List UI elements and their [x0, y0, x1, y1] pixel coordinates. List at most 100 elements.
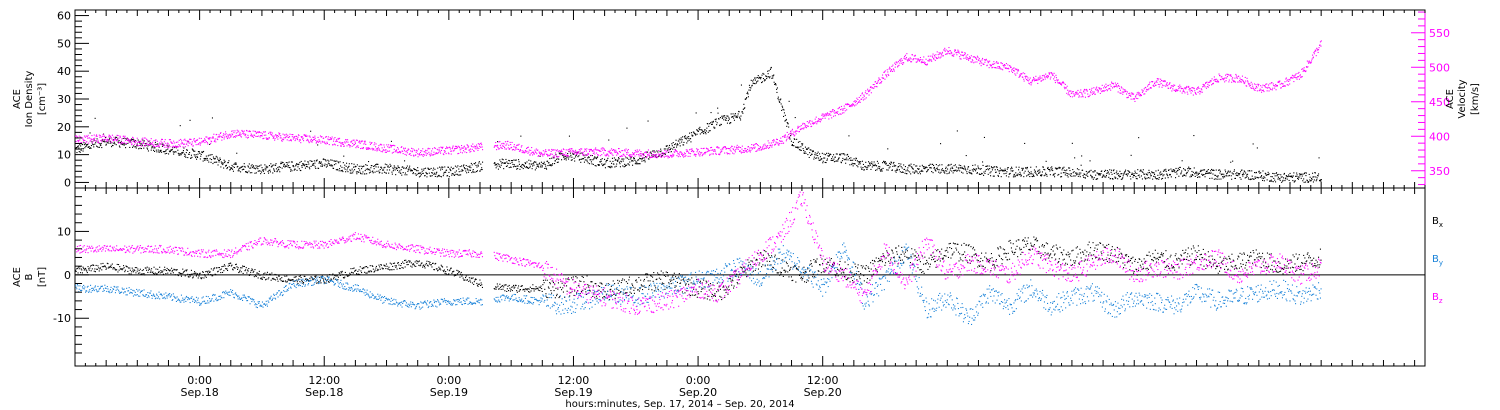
- velocity-point: [273, 135, 275, 137]
- velocity-point: [984, 61, 986, 63]
- density-point: [614, 166, 616, 168]
- velocity-point: [833, 111, 835, 113]
- velocity-point: [809, 120, 811, 122]
- velocity-point: [164, 146, 166, 148]
- velocity-point: [341, 142, 343, 144]
- velocity-point: [726, 153, 728, 155]
- density-point: [883, 160, 885, 162]
- density-point: [1100, 173, 1102, 175]
- density-point: [995, 171, 997, 173]
- velocity-point: [866, 93, 868, 95]
- velocity-point: [578, 149, 580, 151]
- velocity-point: [594, 153, 596, 155]
- velocity-point: [123, 141, 125, 143]
- velocity-point: [224, 136, 226, 138]
- velocity-point: [834, 115, 836, 117]
- density-point: [638, 163, 640, 165]
- density-point: [898, 169, 900, 171]
- velocity-point: [836, 112, 838, 114]
- velocity-point: [1133, 93, 1135, 95]
- density-point: [218, 161, 220, 163]
- density-point: [161, 145, 163, 147]
- velocity-point: [987, 60, 989, 62]
- velocity-point: [414, 150, 416, 152]
- density-point: [798, 149, 800, 151]
- velocity-point: [803, 128, 805, 130]
- density-point: [750, 79, 752, 81]
- velocity-point: [941, 53, 943, 55]
- density-point: [690, 132, 692, 134]
- density-point: [114, 137, 116, 139]
- velocity-point: [1054, 80, 1056, 82]
- velocity-point: [176, 146, 178, 148]
- density-point: [266, 167, 268, 169]
- density-point: [1124, 171, 1126, 173]
- velocity-point: [160, 143, 162, 145]
- velocity-point: [1049, 72, 1051, 74]
- density-point: [212, 156, 214, 158]
- density-point: [863, 169, 865, 171]
- density-point: [944, 170, 946, 172]
- density-point: [1003, 170, 1005, 172]
- density-point: [663, 148, 665, 150]
- velocity-point: [952, 54, 954, 56]
- velocity-point: [607, 154, 609, 156]
- density-point: [394, 166, 396, 168]
- velocity-point: [707, 148, 709, 150]
- density-point: [1145, 178, 1147, 180]
- velocity-point: [331, 136, 333, 138]
- velocity-point: [1149, 87, 1151, 89]
- density-point: [1159, 172, 1161, 174]
- velocity-point: [1113, 86, 1115, 88]
- velocity-point: [365, 147, 367, 149]
- velocity-point: [125, 142, 127, 144]
- density-point: [923, 166, 925, 168]
- density-point: [840, 162, 842, 164]
- velocity-point: [276, 135, 278, 137]
- density-point: [350, 170, 352, 172]
- velocity-point: [1121, 87, 1123, 89]
- velocity-point: [528, 149, 530, 151]
- density-point: [392, 167, 394, 169]
- density-point: [132, 145, 134, 147]
- velocity-point: [554, 152, 556, 154]
- velocity-point: [408, 148, 410, 150]
- velocity-point: [476, 144, 478, 146]
- density-point: [919, 173, 921, 175]
- density-point: [1229, 171, 1231, 173]
- velocity-point: [219, 132, 221, 134]
- density-point: [166, 152, 168, 154]
- density-point: [702, 130, 704, 132]
- velocity-point: [342, 142, 344, 144]
- density-point: [1320, 180, 1322, 182]
- density-point: [311, 164, 313, 166]
- density-point: [900, 166, 902, 168]
- density-point: [1079, 176, 1081, 178]
- density-point: [761, 81, 763, 83]
- velocity-point: [1169, 82, 1171, 84]
- velocity-point: [1086, 90, 1088, 92]
- density-point: [773, 81, 775, 83]
- density-point: [875, 169, 877, 171]
- velocity-point: [503, 143, 505, 145]
- velocity-point: [557, 156, 559, 158]
- velocity-point: [1158, 78, 1160, 80]
- velocity-point: [493, 146, 495, 148]
- density-point: [1083, 176, 1085, 178]
- density-point: [250, 167, 252, 169]
- velocity-point: [320, 142, 322, 144]
- density-point: [1104, 170, 1106, 172]
- density-point: [1305, 175, 1307, 177]
- velocity-point: [102, 135, 104, 137]
- density-point: [234, 162, 236, 164]
- density-point: [1195, 171, 1197, 173]
- velocity-point: [1081, 92, 1083, 94]
- density-point: [538, 166, 540, 168]
- velocity-point: [1014, 73, 1016, 75]
- velocity-point: [623, 155, 625, 157]
- density-point: [860, 166, 862, 168]
- velocity-point: [308, 142, 310, 144]
- density-point: [1296, 174, 1298, 176]
- density-point: [1260, 172, 1262, 174]
- density-point: [1203, 169, 1205, 171]
